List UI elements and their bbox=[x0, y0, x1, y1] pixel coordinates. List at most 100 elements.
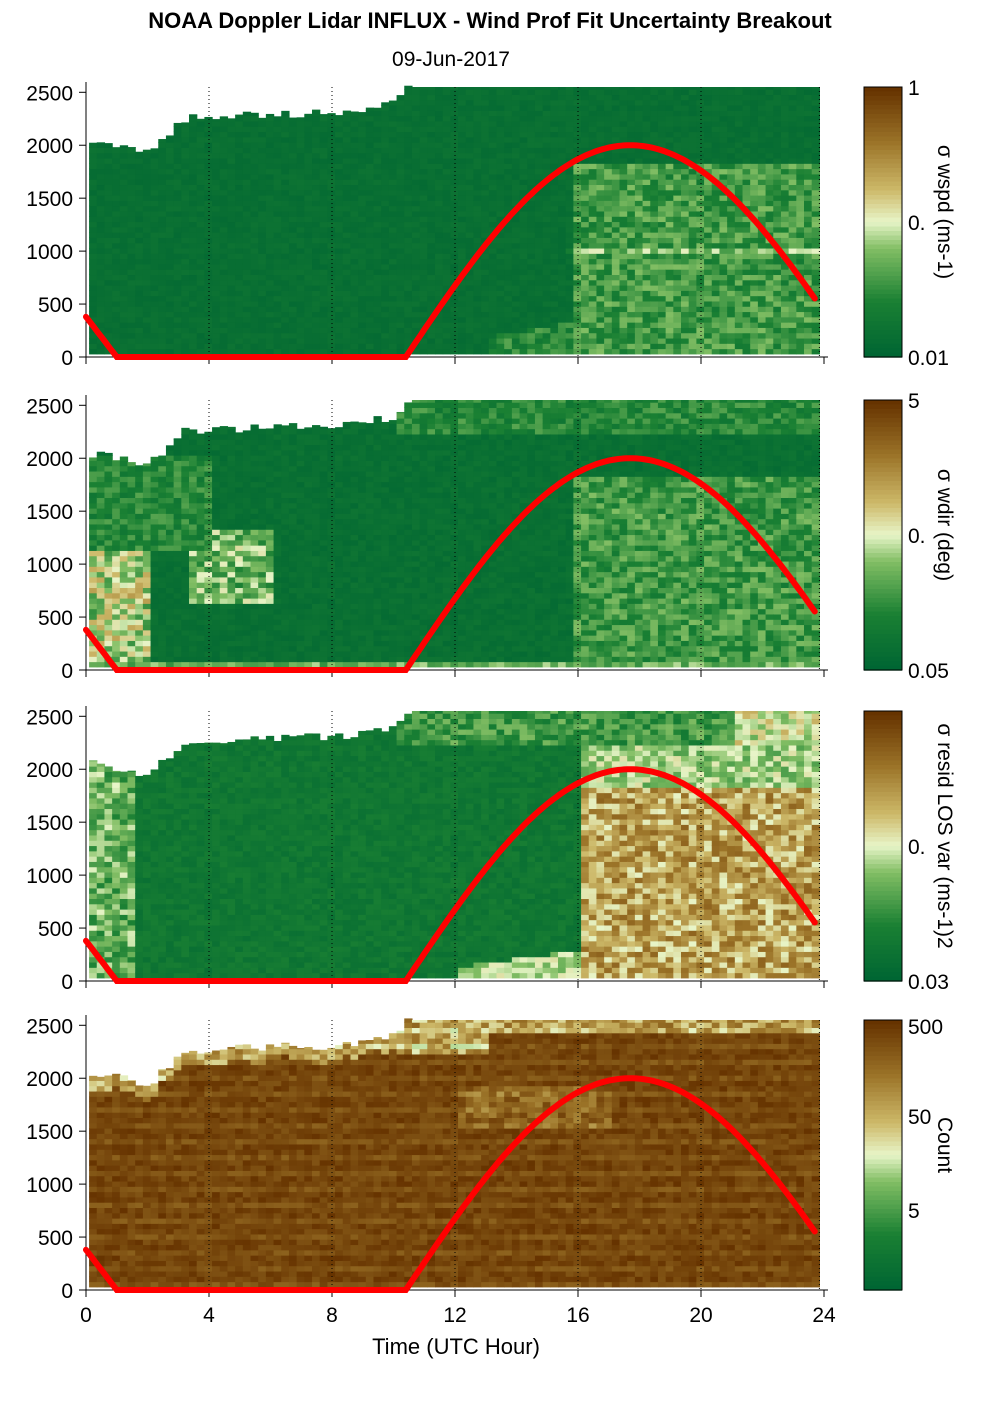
heatmap-cell bbox=[196, 152, 205, 159]
heatmap-cell bbox=[619, 247, 628, 254]
heatmap-cell bbox=[504, 316, 513, 323]
heatmap-cell bbox=[112, 316, 121, 323]
heatmap-cell bbox=[642, 126, 651, 133]
heatmap-cell bbox=[458, 258, 467, 265]
heatmap-cell bbox=[196, 126, 205, 133]
heatmap-cell bbox=[765, 306, 774, 313]
heatmap-cell bbox=[681, 237, 690, 244]
heatmap-cell bbox=[312, 210, 321, 217]
heatmap-cell bbox=[681, 348, 690, 355]
heatmap-cell bbox=[496, 306, 505, 313]
heatmap-cell bbox=[119, 465, 129, 472]
heatmap-cell bbox=[581, 126, 590, 133]
heatmap-cell bbox=[312, 285, 321, 291]
heatmap-cell bbox=[142, 656, 152, 663]
heatmap-cell bbox=[173, 195, 182, 201]
heatmap-cell bbox=[657, 189, 667, 196]
heatmap-cell bbox=[757, 110, 767, 117]
heatmap-cell bbox=[358, 300, 367, 307]
heatmap-cell bbox=[119, 513, 129, 520]
heatmap-cell bbox=[734, 94, 744, 101]
heatmap-cell bbox=[281, 210, 290, 217]
heatmap-cell bbox=[89, 163, 98, 170]
heatmap-cell bbox=[365, 142, 375, 148]
heatmap-cell bbox=[558, 152, 567, 159]
heatmap-cell bbox=[496, 343, 505, 350]
heatmap-cell bbox=[742, 343, 751, 350]
heatmap-cell bbox=[719, 263, 728, 270]
heatmap-cell bbox=[634, 184, 644, 191]
heatmap-cell bbox=[327, 147, 336, 154]
heatmap-cell bbox=[127, 619, 136, 626]
heatmap-cell bbox=[604, 163, 613, 170]
heatmap-cell bbox=[189, 295, 198, 302]
heatmap-cell bbox=[242, 258, 252, 265]
heatmap-cell bbox=[704, 157, 713, 164]
heatmap-cell bbox=[696, 343, 705, 350]
heatmap-cell bbox=[89, 465, 98, 472]
heatmap-cell bbox=[411, 221, 421, 228]
heatmap-cell bbox=[89, 598, 98, 604]
heatmap-cell bbox=[365, 337, 375, 344]
heatmap-cell bbox=[427, 184, 436, 191]
heatmap-cell bbox=[542, 184, 551, 191]
heatmap-cell bbox=[558, 316, 567, 323]
heatmap-cell bbox=[665, 316, 674, 323]
heatmap-cell bbox=[458, 94, 467, 101]
heatmap-cell bbox=[89, 343, 98, 350]
heatmap-cell bbox=[681, 179, 690, 186]
heatmap-cell bbox=[681, 274, 690, 281]
heatmap-cell bbox=[335, 332, 344, 339]
heatmap-cell bbox=[258, 316, 267, 323]
heatmap-cell bbox=[288, 285, 298, 291]
heatmap-cell bbox=[742, 200, 751, 207]
heatmap-cell bbox=[358, 152, 367, 159]
heatmap-cell bbox=[558, 311, 567, 318]
heatmap-cell bbox=[588, 290, 598, 297]
heatmap-cell bbox=[711, 322, 721, 328]
heatmap-cell bbox=[681, 168, 690, 175]
heatmap-cell bbox=[381, 322, 390, 328]
heatmap-cell bbox=[96, 529, 106, 536]
heatmap-cell bbox=[596, 337, 605, 344]
heatmap-cell bbox=[165, 184, 175, 191]
heatmap-cell bbox=[650, 343, 659, 350]
heatmap-cell bbox=[96, 661, 106, 668]
heatmap-cell bbox=[542, 343, 551, 350]
heatmap-cell bbox=[212, 242, 221, 249]
heatmap-cell bbox=[388, 142, 398, 148]
heatmap-cell bbox=[112, 200, 121, 207]
heatmap-cell bbox=[427, 195, 436, 201]
heatmap-cell bbox=[135, 513, 144, 520]
heatmap-cell bbox=[319, 152, 328, 159]
heatmap-cell bbox=[181, 168, 190, 175]
heatmap-cell bbox=[465, 285, 475, 291]
heatmap-cell bbox=[304, 126, 313, 133]
heatmap-cell bbox=[304, 343, 313, 350]
heatmap-cell bbox=[619, 306, 628, 313]
heatmap-cell bbox=[104, 661, 113, 668]
heatmap-cell bbox=[573, 221, 582, 228]
heatmap-cell bbox=[773, 147, 782, 154]
heatmap-cell bbox=[89, 332, 98, 339]
heatmap-cell bbox=[573, 147, 582, 154]
heatmap-cell bbox=[335, 247, 344, 254]
heatmap-cell bbox=[488, 247, 498, 254]
heatmap-cell bbox=[165, 285, 175, 291]
heatmap-cell bbox=[212, 189, 221, 196]
y-tick-label: 2500 bbox=[26, 82, 73, 105]
heatmap-cell bbox=[788, 195, 797, 201]
heatmap-cell bbox=[442, 142, 451, 148]
heatmap-cell bbox=[742, 157, 751, 164]
heatmap-cell bbox=[711, 226, 721, 233]
heatmap-cell bbox=[173, 136, 182, 143]
heatmap-cell bbox=[396, 173, 405, 180]
heatmap-cell bbox=[496, 253, 505, 260]
heatmap-cell bbox=[419, 94, 428, 101]
heatmap-cell bbox=[265, 120, 275, 127]
heatmap-cell bbox=[312, 316, 321, 323]
heatmap-cell bbox=[481, 274, 490, 281]
heatmap-cell bbox=[796, 94, 805, 101]
heatmap-cell bbox=[496, 110, 505, 117]
heatmap-cell bbox=[127, 242, 136, 249]
